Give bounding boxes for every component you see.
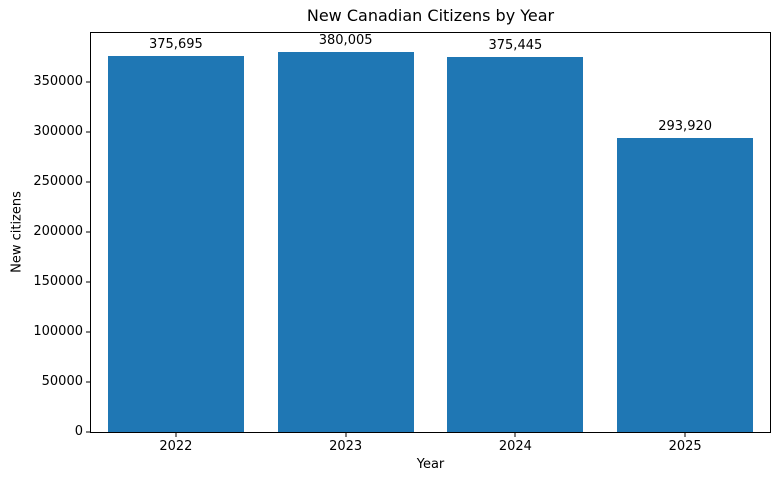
y-tick-label: 50000	[41, 374, 83, 390]
y-tick-mark	[86, 231, 90, 233]
plot-area: 375,695 2022 380,005 2023 375,445 2024 293,920…	[33, 32, 771, 454]
y-tick-label: 300000	[33, 124, 83, 140]
bar-2023	[277, 52, 414, 432]
y-tick-mark	[86, 381, 90, 383]
x-tick-label: 2023	[329, 439, 363, 454]
bar-2022	[107, 56, 244, 432]
x-tick-label: 2022	[159, 439, 193, 454]
x-tick-label: 2025	[668, 439, 702, 454]
bar-value-label: 380,005	[318, 33, 373, 48]
y-tick-label: 200000	[33, 224, 83, 240]
x-axis-label: Year	[416, 457, 445, 472]
x-tick-label: 2024	[498, 439, 532, 454]
y-tick-label: 100000	[33, 324, 83, 340]
bar-2024	[447, 56, 584, 432]
y-tick-mark	[86, 281, 90, 283]
y-tick-label: 150000	[33, 274, 83, 290]
bar-2025	[617, 138, 754, 432]
y-tick-mark	[86, 181, 90, 183]
chart-title: New Canadian Citizens by Year	[306, 6, 555, 25]
y-axis-label: New citizens	[9, 191, 25, 273]
bar-value-label: 375,695	[148, 37, 203, 53]
y-tick-label: 0	[74, 424, 83, 439]
x-tick-mark	[345, 433, 347, 437]
bar-value-label: 375,445	[488, 37, 543, 53]
x-tick-mark	[514, 433, 516, 437]
y-tick-mark	[86, 81, 90, 83]
y-tick-mark	[86, 331, 90, 333]
x-tick-mark	[175, 433, 177, 437]
y-tick-label: 350000	[33, 74, 83, 90]
bar-value-label: 293,920	[658, 119, 713, 135]
y-tick-mark	[86, 431, 90, 433]
y-tick-mark	[86, 131, 90, 133]
y-tick-label: 250000	[33, 174, 83, 190]
x-tick-mark	[684, 433, 686, 437]
